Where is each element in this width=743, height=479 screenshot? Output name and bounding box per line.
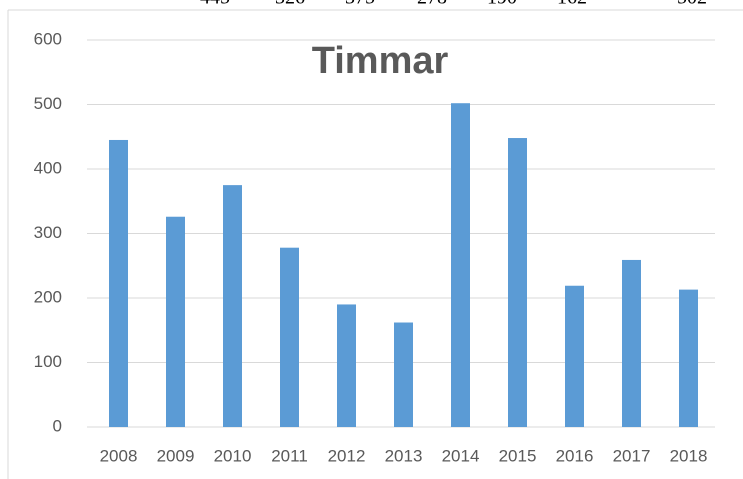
y-tick-label: 400 [34,158,62,177]
y-tick-label: 100 [34,352,62,371]
bar [622,259,641,427]
x-tick-label: 2013 [385,446,423,465]
above-cell: 278 [417,0,447,9]
x-tick-label: 2010 [214,446,252,465]
x-tick-label: 2015 [499,446,537,465]
bar [280,247,299,427]
y-tick-label: 200 [34,287,62,306]
bar [451,103,470,428]
above-cell: 190 [487,0,517,9]
x-tick-label: 2008 [100,446,138,465]
x-tick-label: 2009 [157,446,195,465]
x-tick-label: 2018 [670,446,708,465]
bar [109,139,128,427]
x-tick-label: 2014 [442,446,480,465]
above-cell: 326 [275,0,305,9]
above-cell: 502 [677,0,707,9]
above-cell: 375 [345,0,375,9]
y-tick-label: 0 [53,416,62,435]
bar [508,138,527,428]
bar [337,304,356,427]
x-tick-label: 2012 [328,446,366,465]
y-tick-label: 600 [34,29,62,48]
x-tick-label: 2017 [613,446,651,465]
y-tick-label: 500 [34,94,62,113]
bar [679,289,698,427]
chart-title: Timmar [312,40,449,82]
y-tick-label: 300 [34,223,62,242]
x-tick-label: 2016 [556,446,594,465]
bar [394,322,413,427]
bar [166,216,185,427]
bar [223,185,242,427]
above-cell: 162 [557,0,587,9]
above-cell: 445 [200,0,230,9]
bar [565,285,584,427]
x-tick-label: 2011 [271,446,308,465]
